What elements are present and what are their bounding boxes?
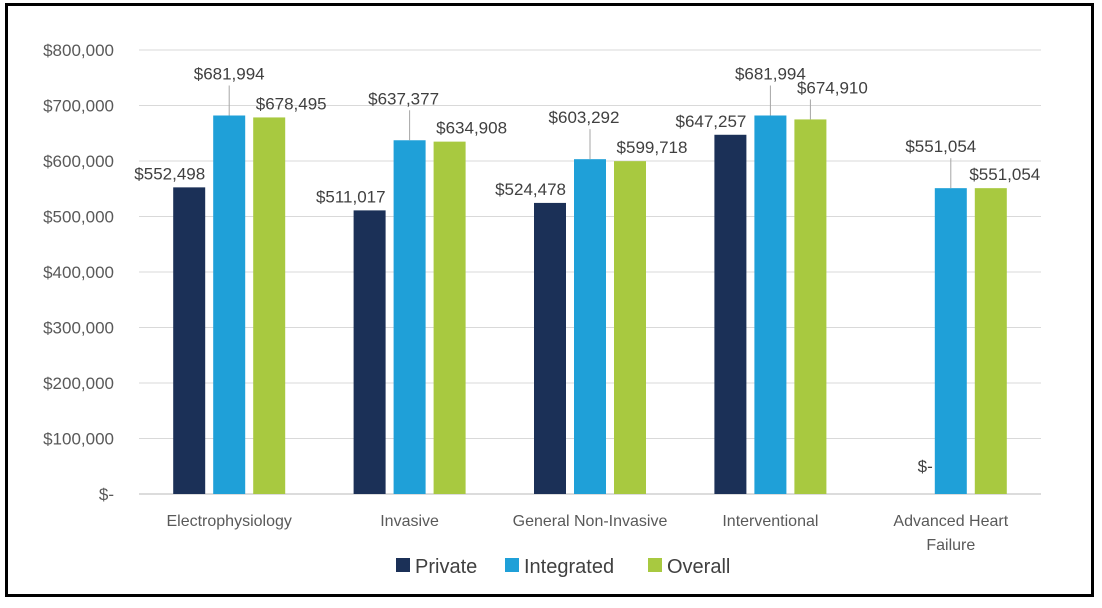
y-tick-label: $700,000 (43, 97, 114, 116)
bar-overall (433, 141, 466, 495)
bar-integrated (754, 115, 787, 494)
category-label: Failure (926, 537, 975, 554)
category-label: Electrophysiology (166, 513, 291, 530)
y-tick-label: $- (99, 485, 114, 504)
legend-label-integrated: Integrated (524, 556, 614, 578)
bar-integrated (934, 188, 967, 494)
bar-private (353, 210, 386, 494)
y-tick-label: $400,000 (43, 263, 114, 282)
y-axis-ticks: $- $100,000 $200,000 $300,000 $400,000 $500,0… (43, 41, 114, 504)
legend-label-private: Private (415, 556, 477, 578)
y-tick-label: $200,000 (43, 374, 114, 393)
data-label: $674,910 (797, 78, 868, 97)
y-tick-label: $600,000 (43, 152, 114, 171)
bars (173, 115, 1007, 495)
data-label: $681,994 (194, 64, 265, 83)
data-label: $634,908 (436, 119, 507, 138)
data-label: $511,017 (316, 187, 386, 206)
bar-integrated (393, 140, 426, 494)
category-label: Invasive (380, 513, 439, 530)
bar-private (534, 202, 566, 494)
legend-swatch-private (396, 558, 410, 572)
legend-swatch-overall (648, 558, 662, 572)
data-label: $681,994 (735, 64, 806, 83)
bar-private (173, 187, 206, 494)
data-label: $552,498 (134, 164, 205, 183)
category-label: Advanced Heart (893, 513, 1008, 530)
y-tick-label: $100,000 (43, 430, 114, 449)
bar-integrated (574, 159, 606, 494)
bar-overall (794, 119, 827, 494)
y-tick-label: $800,000 (43, 41, 114, 60)
legend-swatch-integrated (505, 558, 519, 572)
data-label: $551,054 (969, 165, 1040, 184)
y-tick-label: $300,000 (43, 319, 114, 338)
bar-overall (253, 117, 286, 494)
data-label: $524,478 (495, 180, 566, 199)
data-labels: $552,498 $681,994 $678,495 $511,017 $637,377… (134, 64, 1040, 475)
y-tick-label: $500,000 (43, 208, 114, 227)
data-label: $678,495 (256, 94, 327, 113)
data-label: $603,292 (549, 108, 620, 127)
bar-overall (974, 188, 1007, 494)
data-label: $647,257 (675, 112, 746, 131)
data-label: $637,377 (368, 89, 439, 108)
data-label: $551,054 (905, 137, 976, 156)
legend: Private Integrated Overall (396, 556, 730, 578)
data-label: $599,718 (617, 138, 688, 157)
bar-overall (614, 161, 646, 495)
category-label: General Non-Invasive (513, 513, 668, 530)
label-leader-lines (228, 85, 952, 189)
data-label: $- (918, 457, 933, 476)
legend-label-overall: Overall (667, 556, 730, 578)
bar-private (714, 134, 747, 494)
bar-integrated (213, 115, 246, 494)
category-label: Interventional (722, 513, 818, 530)
x-axis-categories: Electrophysiology Invasive General Non-Inv… (166, 513, 1008, 554)
